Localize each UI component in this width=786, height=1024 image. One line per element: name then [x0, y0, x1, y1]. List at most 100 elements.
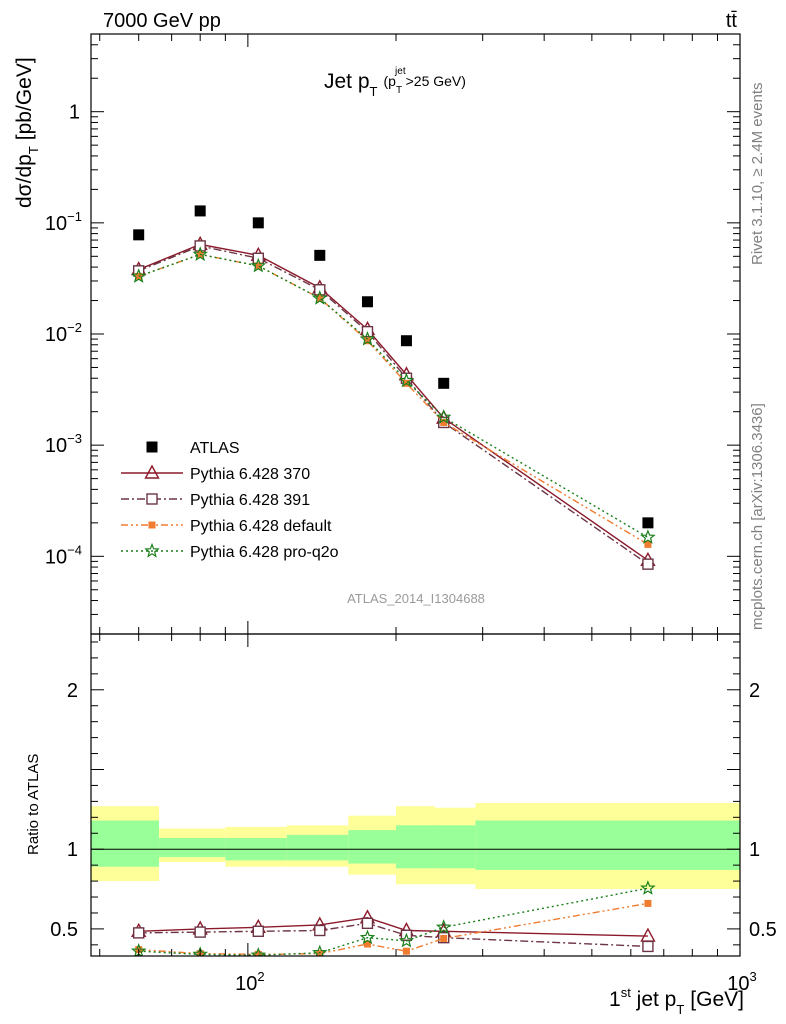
y-tick-label-exp: −1 [67, 209, 82, 224]
x-tick-label: 102 [235, 969, 264, 995]
ratio-green-band [475, 820, 740, 870]
data-point [642, 517, 654, 529]
chart-title: Jet pT(pTjet>25 GeV) [324, 66, 466, 99]
ratio-point [640, 927, 656, 942]
data-point [194, 205, 206, 217]
data-point [133, 229, 145, 241]
y-tick-label-base: 1 [69, 102, 80, 124]
main-series-group [130, 205, 656, 570]
main-y-axis-label: dσ/dpT [pb/GeV] [13, 57, 41, 208]
main-y-axis-label-rest: [pb/GeV] [13, 57, 36, 140]
ratio-point [359, 929, 376, 945]
y-tick-label-exp: −4 [67, 542, 82, 557]
x-axis-label-rest: [GeV] [690, 988, 744, 1011]
legend-item: Pythia 6.428 default [121, 518, 332, 535]
legend-marker [146, 493, 158, 505]
mcplots-label: mcplots.cern.ch [arXiv:1306.3436] [749, 403, 766, 630]
legend-label: Pythia 6.428 370 [190, 466, 310, 483]
ratio-point [642, 940, 654, 953]
ratio-uncertainty-bands [91, 802, 740, 890]
chart-title-paren-sub: T [396, 85, 402, 96]
data-point [644, 540, 652, 548]
data-point [361, 296, 373, 308]
legend-label: Pythia 6.428 391 [190, 492, 310, 509]
ratio-point [640, 880, 656, 895]
ratio-point [435, 919, 452, 934]
y-tick-label-base: 10 [45, 435, 67, 457]
ratio-point [254, 950, 262, 956]
ratio-series-group [130, 880, 656, 956]
ratio-point [402, 947, 410, 955]
data-point [398, 372, 415, 388]
legend-item: Pythia 6.428 391 [121, 492, 310, 509]
data-point [316, 294, 324, 302]
x-tick-label-exp: 2 [257, 969, 264, 984]
y-tick-label-base: 10 [45, 213, 67, 235]
legend-marker [144, 464, 160, 479]
ratio-y-axis-label: Ratio to ATLAS [25, 754, 42, 855]
ratio-series-line [138, 902, 649, 956]
data-point [359, 330, 376, 346]
legend-item: ATLAS [146, 440, 240, 457]
data-point [400, 335, 412, 347]
ratio-point [252, 925, 264, 937]
chart-title-main: Jet p [324, 70, 370, 93]
data-point [642, 558, 654, 570]
data-point [363, 337, 371, 345]
y-tick-label: 10−1 [45, 209, 82, 235]
ratio-green-band [348, 830, 397, 864]
ratio-point [644, 899, 652, 907]
x-tick-label-base: 10 [235, 973, 257, 995]
y-tick-label-base: 10 [45, 546, 67, 568]
main-plot-frame [90, 33, 741, 635]
data-point [435, 409, 452, 424]
ratio-y-tick-label-left: 2 [67, 680, 78, 702]
x-tick-label: 103 [727, 969, 756, 995]
y-tick-label-exp: −3 [67, 431, 82, 446]
ratio-y-tick-label-left: 1 [67, 839, 78, 861]
ratio-y-tick-label-right: 2 [749, 680, 760, 702]
x-axis-label-main: 1 [609, 988, 621, 1011]
data-point [312, 290, 328, 305]
legend-item: Pythia 6.428 370 [121, 464, 310, 483]
ratio-series-line [138, 887, 649, 956]
main-y-axis-label-sub: T [26, 146, 41, 154]
data-point [640, 529, 656, 544]
ratio-plot-frame [90, 633, 741, 957]
ratio-point [132, 927, 145, 939]
data-point [252, 217, 264, 229]
y-tick-label: 10−4 [45, 542, 82, 568]
ratio-y-tick-label-left: 0.5 [50, 919, 78, 941]
ratio-point [314, 924, 326, 937]
x-axis-label: 1st jet pT [GeV] [609, 985, 744, 1017]
ratio-green-band [396, 825, 435, 869]
y-tick-label-base: 10 [45, 324, 67, 346]
x-axis-label-mid: jet p [631, 988, 677, 1011]
data-point [314, 249, 326, 261]
chart-title-paren: (p [383, 73, 396, 89]
chart-title-sub: T [370, 84, 378, 99]
legend-label: ATLAS [190, 440, 240, 457]
y-tick-label: 10−2 [45, 320, 82, 346]
data-point [254, 262, 262, 270]
x-axis-label-sup: st [621, 985, 632, 1000]
y-tick-label: 10−3 [45, 431, 82, 457]
data-point [130, 268, 147, 283]
legend-label: Pythia 6.428 default [190, 518, 332, 535]
ratio-point [398, 932, 415, 948]
chart-title-paren-rest: >25 GeV) [406, 73, 466, 89]
ratio-green-band [91, 820, 160, 867]
header-left: 7000 GeV pp [103, 10, 221, 32]
main-y-axis-label-main: dσ/dp [13, 154, 36, 208]
legend-label: Pythia 6.428 pro-q2o [190, 544, 339, 561]
data-point [250, 257, 267, 273]
legend-marker [148, 521, 156, 529]
x-axis-label-sub: T [676, 1002, 684, 1017]
series-line [138, 253, 649, 538]
ratio-green-band [159, 838, 226, 858]
x-tick-label-exp: 3 [750, 969, 757, 984]
legend-item: Pythia 6.428 pro-q2o [121, 542, 339, 561]
chart-title-paren-sup: jet [394, 66, 406, 77]
